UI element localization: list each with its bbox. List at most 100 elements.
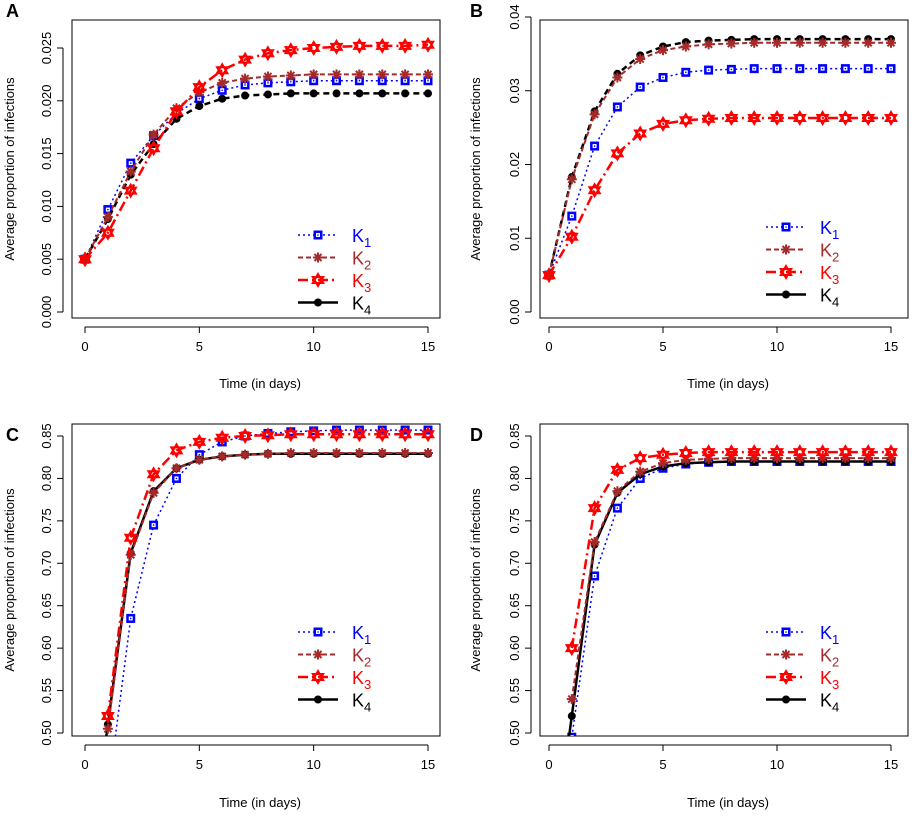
series-line-k4 [547, 37, 891, 276]
data-point-k3 [421, 426, 435, 443]
series-k3 [100, 426, 435, 724]
data-point-k1 [126, 613, 136, 623]
x-tick-label: 0 [81, 757, 88, 772]
data-point-k3 [352, 426, 367, 443]
legend-item-k4: K4 [766, 286, 839, 310]
data-point-k3 [146, 466, 161, 483]
data-point-k1 [726, 64, 736, 74]
legend-label: K4 [352, 294, 371, 318]
x-axis-label: Time (in days) [219, 376, 301, 391]
data-point-k3 [375, 426, 390, 443]
data-point-k2 [308, 447, 319, 458]
legend-swatch-marker [311, 669, 325, 685]
data-point-k2 [148, 129, 159, 140]
data-point-k2 [331, 69, 342, 80]
data-point-k2 [612, 486, 623, 497]
data-point-k3 [656, 115, 670, 132]
series-k2 [80, 69, 433, 265]
data-point-k3 [770, 110, 784, 126]
legend-item-k2: K2 [766, 241, 839, 265]
series-k3 [542, 110, 898, 284]
data-point-k1 [149, 520, 159, 530]
data-point-k2 [589, 537, 600, 548]
y-tick-label: 0.55 [39, 678, 54, 703]
data-point-k2 [863, 37, 874, 48]
data-point-k3 [375, 37, 390, 54]
data-point-k2 [354, 69, 365, 80]
panel-d: D 0 5 10 15 0.50 0.55 0.60 0.65 0.70 0.75 0.80 0.85 T… [468, 423, 909, 810]
data-point-k3 [701, 110, 716, 127]
y-axis-label: Average proportion of infections [2, 488, 17, 672]
x-axis: 0 5 10 15 [81, 326, 435, 354]
legend-label: K4 [820, 691, 839, 715]
y-tick-label: 0.50 [507, 720, 522, 745]
data-point-k3 [747, 110, 762, 126]
data-point-k3 [169, 442, 184, 459]
data-point-k3 [678, 112, 693, 129]
y-tick-label: 0.01 [507, 226, 522, 251]
data-point-k4 [263, 90, 272, 99]
x-axis-label: Time (in days) [687, 795, 769, 810]
plot-frame [539, 19, 909, 319]
legend-swatch-marker [782, 290, 790, 299]
x-tick-label: 5 [196, 339, 203, 354]
legend-swatch-marker [314, 695, 322, 704]
y-tick-label: 0.50 [39, 720, 54, 745]
series-line-k2 [548, 41, 891, 276]
data-point-k3 [352, 37, 367, 54]
legend-label: K2 [820, 646, 839, 670]
data-point-k2 [240, 73, 251, 84]
data-point-k3 [633, 125, 648, 142]
data-point-k3 [701, 444, 716, 461]
data-point-k3 [724, 110, 739, 126]
data-point-k1 [171, 473, 181, 483]
legend-label: K1 [352, 623, 371, 647]
y-tick-label: 0.80 [39, 466, 54, 491]
data-point-k3 [146, 140, 161, 157]
y-axis-label: Average proportion of infections [468, 77, 483, 261]
legend-swatch-marker [782, 695, 790, 704]
data-point-k1 [681, 67, 691, 77]
data-point-k4 [241, 91, 250, 100]
data-point-k3 [633, 450, 648, 467]
data-point-k2 [377, 447, 388, 458]
series-k1 [114, 425, 433, 736]
legend-swatch-marker [781, 627, 791, 637]
series-line-k1 [114, 429, 428, 736]
data-point-k1 [840, 64, 850, 74]
data-point-k2 [840, 37, 851, 48]
data-point-k3 [192, 433, 207, 450]
legend-item-k2: K2 [298, 646, 371, 670]
y-axis: 0.50 0.55 0.60 0.65 0.70 0.75 0.80 0.85 [39, 423, 64, 746]
y-axis: 0.00 0.01 0.02 0.03 0.04 [507, 4, 532, 325]
series-k1 [567, 456, 896, 736]
legend-item-k1: K1 [766, 623, 839, 647]
y-axis-label: Average proportion of infections [468, 488, 483, 672]
x-tick-label: 10 [306, 757, 320, 772]
y-axis: 0.000 0.005 0.010 0.015 0.020 0.025 [39, 32, 64, 328]
data-point-k3 [398, 426, 413, 443]
data-point-k4 [195, 102, 204, 111]
plot-frame [71, 19, 441, 319]
data-point-k1 [590, 141, 600, 151]
series-line-k4 [83, 92, 428, 260]
data-point-k2 [794, 37, 805, 48]
y-tick-label: 0.65 [39, 593, 54, 618]
legend-swatch-marker [313, 230, 323, 240]
data-point-k2 [171, 463, 182, 474]
data-point-k2 [635, 466, 646, 477]
x-tick-label: 5 [196, 757, 203, 772]
data-point-k1 [612, 503, 622, 513]
data-point-k2 [262, 71, 273, 82]
data-point-k3 [283, 426, 298, 443]
y-axis: 0.50 0.55 0.60 0.65 0.70 0.75 0.80 0.85 [507, 423, 532, 746]
data-point-k3 [792, 110, 807, 126]
data-point-k1 [567, 211, 577, 221]
series-line-k4 [567, 460, 891, 736]
legend-label: K1 [352, 226, 371, 250]
series-line-k1 [548, 67, 891, 276]
series-k3 [78, 36, 435, 268]
data-point-k2 [566, 694, 577, 705]
